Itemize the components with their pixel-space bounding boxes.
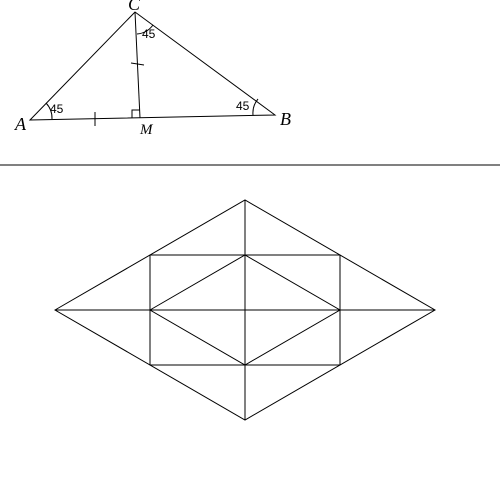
rhombus-figure: [55, 200, 435, 420]
right-angle-marker-M: [132, 110, 140, 118]
label-C: C: [128, 0, 141, 14]
triangle-figure: A B C M 45 45 45: [14, 0, 291, 138]
angle-text-B: 45: [236, 99, 250, 113]
segment-CM: [135, 12, 140, 118]
angle-text-A: 45: [50, 102, 64, 116]
label-M: M: [139, 122, 154, 138]
label-A: A: [14, 114, 27, 134]
diagram-canvas: A B C M 45 45 45: [0, 0, 500, 500]
label-B: B: [280, 109, 291, 129]
angle-text-C: 45: [142, 27, 156, 41]
